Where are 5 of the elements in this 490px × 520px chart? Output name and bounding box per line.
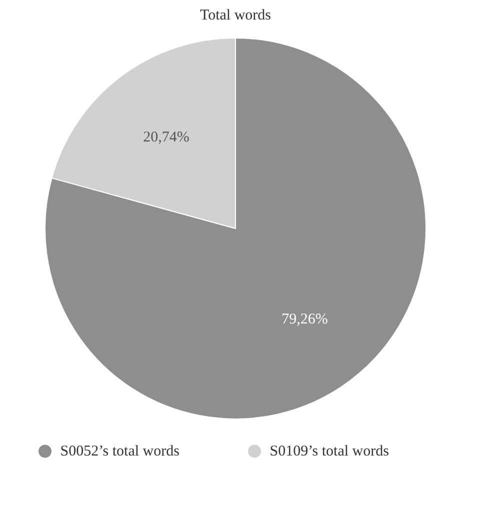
legend-label: S0052’s total words	[60, 443, 180, 460]
chart-title: Total words	[200, 8, 272, 24]
legend-label: S0109’s total words	[270, 443, 390, 460]
data-label: 79,26%	[282, 311, 328, 328]
data-label: 20,74%	[143, 130, 190, 146]
